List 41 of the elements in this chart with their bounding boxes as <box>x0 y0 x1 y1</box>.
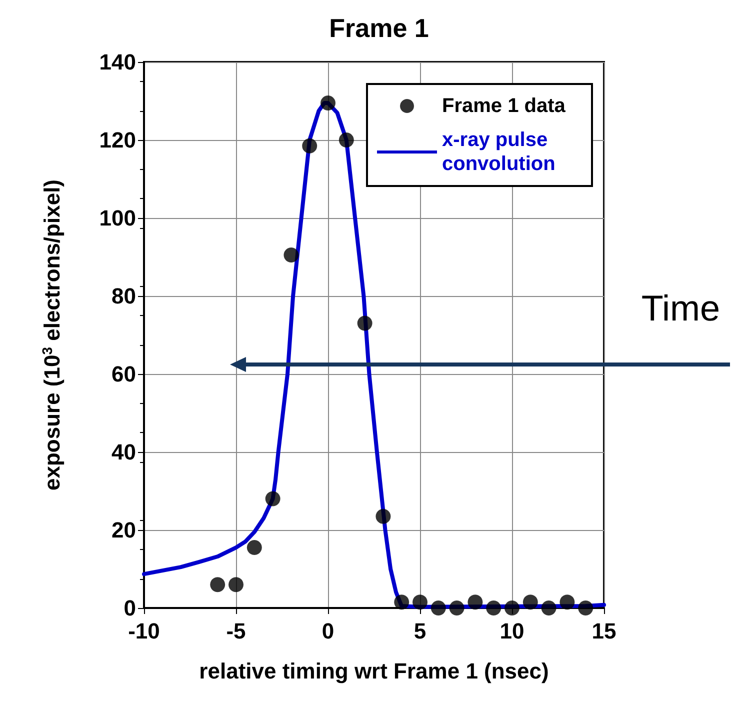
x-tick-label: 10 <box>500 618 524 644</box>
x-tick-label: -10 <box>128 618 160 644</box>
point <box>541 600 556 616</box>
legend-label: x-ray pulse convolution <box>442 129 556 175</box>
point <box>246 540 262 556</box>
chart-title: Frame 1 <box>329 13 429 43</box>
x-axis-title: relative timing wrt Frame 1 (nsec) <box>199 658 549 684</box>
point <box>578 600 594 616</box>
point <box>210 577 226 592</box>
point <box>449 600 464 616</box>
point <box>504 600 520 616</box>
y-tick-label: 0 <box>124 596 136 620</box>
point <box>560 594 575 610</box>
x-tick-label: -5 <box>226 618 246 644</box>
point <box>228 577 244 592</box>
legend-label: Frame 1 data <box>442 95 566 117</box>
point <box>265 491 280 506</box>
point <box>376 508 391 524</box>
y-tick-label: 120 <box>99 128 136 152</box>
point <box>338 132 354 148</box>
y-tick-label: 140 <box>99 50 136 74</box>
y-tick-label: 20 <box>112 518 136 542</box>
point <box>468 594 483 610</box>
y-tick-label: 60 <box>112 362 136 386</box>
y-tick-label: 100 <box>99 206 136 230</box>
point <box>486 600 502 616</box>
point <box>394 594 410 610</box>
point <box>522 594 538 610</box>
x-tick-label: 15 <box>592 618 616 644</box>
point <box>302 138 318 154</box>
y-tick-label: 80 <box>112 284 136 308</box>
point <box>430 600 446 616</box>
point <box>357 316 372 331</box>
point <box>284 248 299 263</box>
point <box>320 95 336 110</box>
x-tick-label: 5 <box>414 618 426 644</box>
point <box>412 594 428 610</box>
x-tick-label: 0 <box>322 618 334 644</box>
y-tick-label: 40 <box>112 440 136 464</box>
y-axis-title: exposure (103 electrons/pixel) <box>39 179 64 491</box>
text: Time <box>641 288 720 328</box>
